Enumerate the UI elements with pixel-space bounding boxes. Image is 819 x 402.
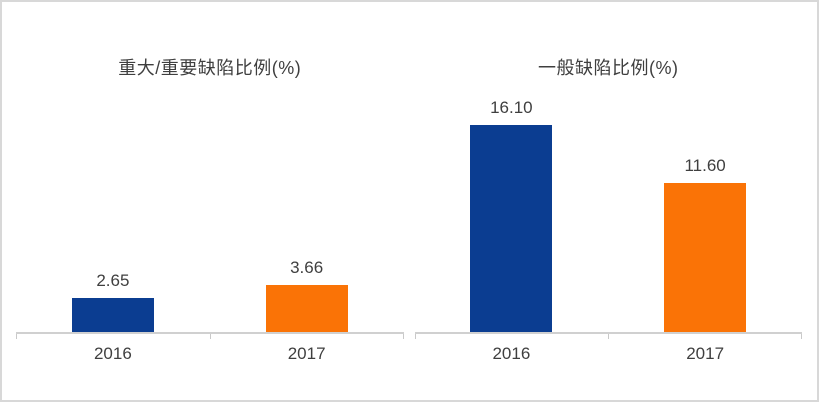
bar-group: 11.60 bbox=[664, 156, 747, 332]
axis-tick bbox=[209, 334, 211, 339]
plot-area: 2.65 3.66 bbox=[16, 258, 404, 332]
data-label: 11.60 bbox=[684, 156, 726, 175]
x-axis-labels: 2016 2017 bbox=[16, 343, 404, 365]
bar-2017 bbox=[664, 183, 747, 332]
chart-general-defect-ratio: 一般缺陷比例(%) 16.10 11.60 bbox=[414, 2, 803, 400]
x-axis-labels: 2016 2017 bbox=[415, 343, 803, 365]
x-axis-line bbox=[16, 332, 404, 339]
bar-2017 bbox=[265, 285, 348, 332]
charts-row: 重大/重要缺陷比例(%) 2.65 3.66 bbox=[16, 2, 802, 400]
category-slot-2017: 11.60 bbox=[608, 156, 802, 332]
axis-tick bbox=[414, 334, 416, 339]
x-axis-label-2016: 2016 bbox=[492, 344, 531, 363]
chart-major-defect-ratio: 重大/重要缺陷比例(%) 2.65 3.66 bbox=[16, 2, 404, 400]
axis-tick bbox=[16, 334, 17, 339]
chart-title: 一般缺陷比例(%) bbox=[538, 58, 679, 78]
axis-tick bbox=[402, 334, 404, 339]
data-label: 3.66 bbox=[290, 258, 324, 277]
bar-2016 bbox=[71, 298, 154, 332]
x-axis-label-2017: 2017 bbox=[686, 344, 725, 363]
plot-area: 16.10 11.60 bbox=[415, 98, 803, 332]
bar-2016 bbox=[470, 125, 553, 332]
category-slot-2016: 16.10 bbox=[415, 98, 609, 332]
data-label: 2.65 bbox=[96, 271, 130, 290]
bar-group: 2.65 bbox=[71, 271, 154, 332]
bar-group: 16.10 bbox=[470, 98, 553, 332]
axis-tick bbox=[608, 334, 610, 339]
x-axis-label-2017: 2017 bbox=[287, 344, 326, 363]
bar-group: 3.66 bbox=[265, 258, 348, 332]
x-axis-label-2016: 2016 bbox=[93, 344, 132, 363]
category-slot-2017: 3.66 bbox=[210, 258, 404, 332]
chart-title: 重大/重要缺陷比例(%) bbox=[118, 58, 302, 78]
x-axis-line bbox=[414, 332, 802, 339]
data-label: 16.10 bbox=[490, 98, 533, 117]
axis-tick bbox=[801, 334, 802, 339]
category-slot-2016: 2.65 bbox=[16, 271, 210, 332]
